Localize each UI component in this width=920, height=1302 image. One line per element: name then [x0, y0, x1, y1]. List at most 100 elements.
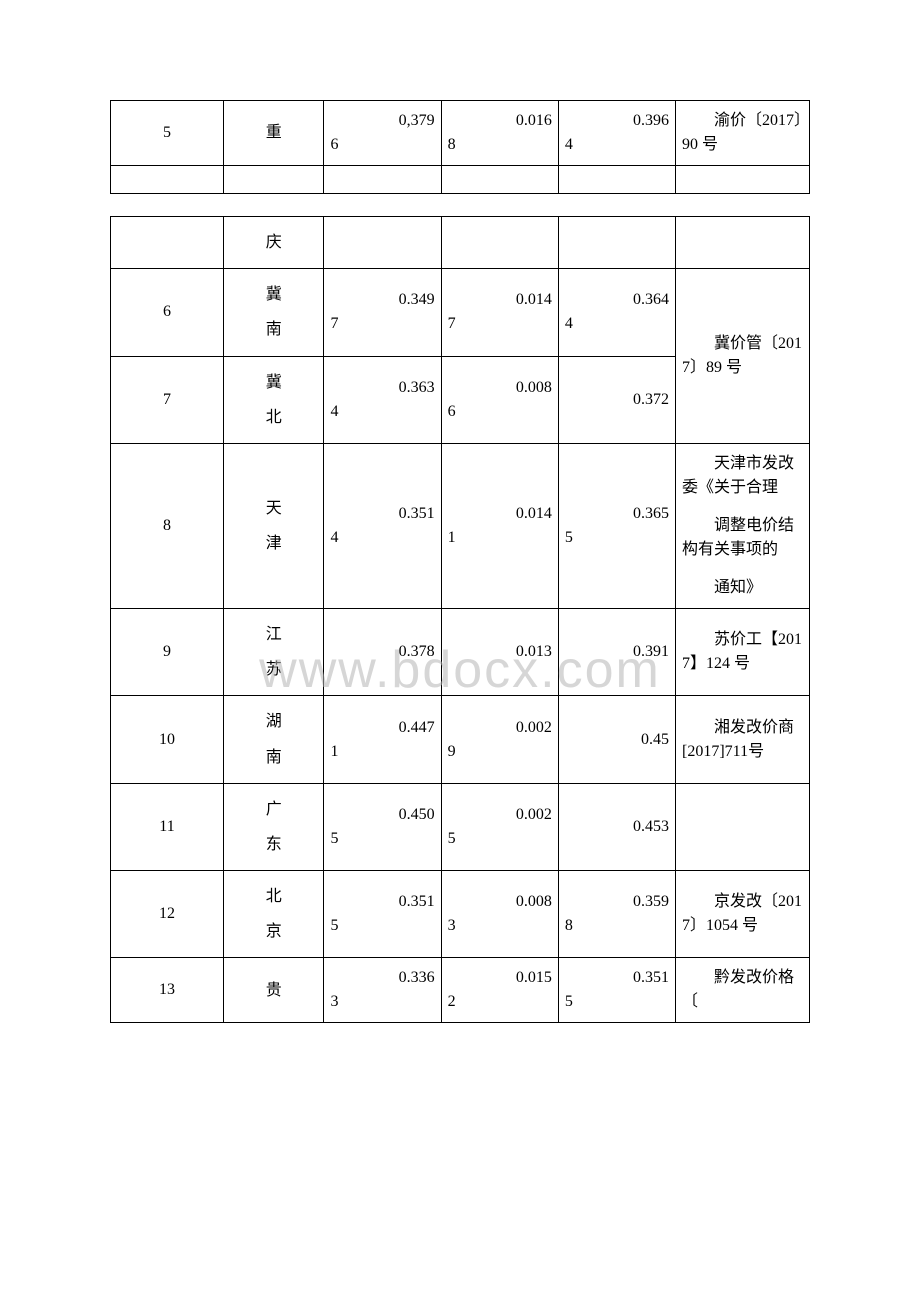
note-cell: 渝价〔2017〕90 号	[676, 101, 810, 166]
value-2: 0.0025	[441, 783, 558, 870]
value-3-sub: 5	[565, 990, 669, 1014]
note-text: 冀价管〔2017〕89 号	[682, 332, 803, 380]
value-2-main: 0.013	[448, 640, 552, 664]
table-row: 8天津0.35140.01410.3655天津市发改委《关于合理调整电价结构有关…	[111, 443, 810, 608]
value-2-sub: 5	[448, 827, 552, 851]
lower-table: 庆6冀南0.34970.01470.3644冀价管〔2017〕89 号7冀北0.…	[110, 216, 810, 1023]
value-3-sub: 4	[565, 312, 669, 336]
value-2: 0.0141	[441, 443, 558, 608]
value-1-main: 0.336	[330, 966, 434, 990]
value-1: 0.378	[324, 608, 441, 695]
province-char: 冀	[230, 365, 317, 400]
value-1-sub: 5	[330, 827, 434, 851]
row-index: 12	[111, 871, 224, 958]
note-cell	[676, 783, 810, 870]
province-char: 湖	[230, 704, 317, 739]
province-cell: 广东	[224, 783, 324, 870]
value-2-main: 0.008	[448, 376, 552, 400]
value-1-main: 0,379	[330, 109, 434, 133]
value-2-sub: 1	[448, 526, 552, 550]
province-char: 北	[230, 400, 317, 435]
value-2-sub: 7	[448, 312, 552, 336]
value-1-sub: 3	[330, 990, 434, 1014]
value-2-main: 0.015	[448, 966, 552, 990]
value-1-main: 0.363	[330, 376, 434, 400]
province-cell: 贵	[224, 958, 324, 1023]
lower-tbody: 庆6冀南0.34970.01470.3644冀价管〔2017〕89 号7冀北0.…	[111, 217, 810, 1023]
value-2: 0.0168	[441, 101, 558, 166]
value-2: 0.0147	[441, 269, 558, 356]
note-text: 黔发改价格〔	[682, 966, 803, 1014]
value-2-main: 0.008	[448, 890, 552, 914]
value-1: 0.3634	[324, 356, 441, 443]
value-3-sub: 5	[565, 526, 669, 550]
note-cell: 黔发改价格〔	[676, 958, 810, 1023]
value-3-main: 0.45	[565, 728, 669, 752]
value-1-sub: 4	[330, 400, 434, 424]
row-index: 10	[111, 696, 224, 783]
note-cell: 苏价工【2017】124 号	[676, 608, 810, 695]
upper-table: 5重0,37960.01680.3964渝价〔2017〕90 号	[110, 100, 810, 194]
value-1-sub: 4	[330, 526, 434, 550]
province-char: 北	[230, 879, 317, 914]
province-char: 江	[230, 617, 317, 652]
empty-cell	[676, 166, 810, 194]
value-3-sub: 8	[565, 914, 669, 938]
province-cell: 北京	[224, 871, 324, 958]
note-para: 调整电价结构有关事项的	[682, 514, 803, 562]
province-cell: 重	[224, 101, 324, 166]
value-2-sub: 6	[448, 400, 552, 424]
value-3-main: 0.372	[565, 388, 669, 412]
value-1: 0,3796	[324, 101, 441, 166]
value-1: 0.3515	[324, 871, 441, 958]
value-1-main: 0.351	[330, 890, 434, 914]
value-1-sub: 1	[330, 740, 434, 764]
note-text: 京发改〔2017〕1054 号	[682, 890, 803, 938]
value-3: 0.3655	[558, 443, 675, 608]
province-cell: 庆	[224, 217, 324, 269]
value-1: 0.4505	[324, 783, 441, 870]
value-2-main: 0.014	[448, 288, 552, 312]
continuation-row: 庆	[111, 217, 810, 269]
province-cell: 江苏	[224, 608, 324, 695]
note-para: 通知》	[682, 576, 803, 600]
province-cell: 天津	[224, 443, 324, 608]
value-1-sub: 5	[330, 914, 434, 938]
note-text: 苏价工【2017】124 号	[682, 628, 803, 676]
value-2-sub: 9	[448, 740, 552, 764]
value-1-main: 0.378	[330, 640, 434, 664]
value-1: 0.3363	[324, 958, 441, 1023]
value-1-main: 0.351	[330, 502, 434, 526]
table-row: 5重0,37960.01680.3964渝价〔2017〕90 号	[111, 101, 810, 166]
province-char: 津	[230, 526, 317, 561]
note-text: 湘发改价商[2017]711号	[682, 716, 803, 764]
note-cell: 天津市发改委《关于合理调整电价结构有关事项的通知》	[676, 443, 810, 608]
value-2-main: 0.002	[448, 716, 552, 740]
empty-cell	[558, 166, 675, 194]
note-para: 天津市发改委《关于合理	[682, 452, 803, 500]
row-index: 11	[111, 783, 224, 870]
value-3-main: 0.396	[565, 109, 669, 133]
value-3-main: 0.364	[565, 288, 669, 312]
value-3: 0.3644	[558, 269, 675, 356]
table-row: 6冀南0.34970.01470.3644冀价管〔2017〕89 号	[111, 269, 810, 356]
blank-cell	[676, 217, 810, 269]
value-3-main: 0.359	[565, 890, 669, 914]
value-2-sub: 8	[448, 133, 552, 157]
province-char: 冀	[230, 277, 317, 312]
value-3-main: 0.365	[565, 502, 669, 526]
province-char: 南	[230, 312, 317, 347]
note-text: 渝价〔2017〕90 号	[682, 109, 803, 157]
row-index: 9	[111, 608, 224, 695]
empty-row	[111, 166, 810, 194]
value-1: 0.4471	[324, 696, 441, 783]
blank-cell	[441, 217, 558, 269]
table-row: 13贵0.33630.01520.3515黔发改价格〔	[111, 958, 810, 1023]
empty-cell	[324, 166, 441, 194]
upper-tbody: 5重0,37960.01680.3964渝价〔2017〕90 号	[111, 101, 810, 194]
value-2-main: 0.016	[448, 109, 552, 133]
value-1: 0.3497	[324, 269, 441, 356]
province-cell: 冀北	[224, 356, 324, 443]
province-char: 苏	[230, 652, 317, 687]
value-3: 0.3515	[558, 958, 675, 1023]
